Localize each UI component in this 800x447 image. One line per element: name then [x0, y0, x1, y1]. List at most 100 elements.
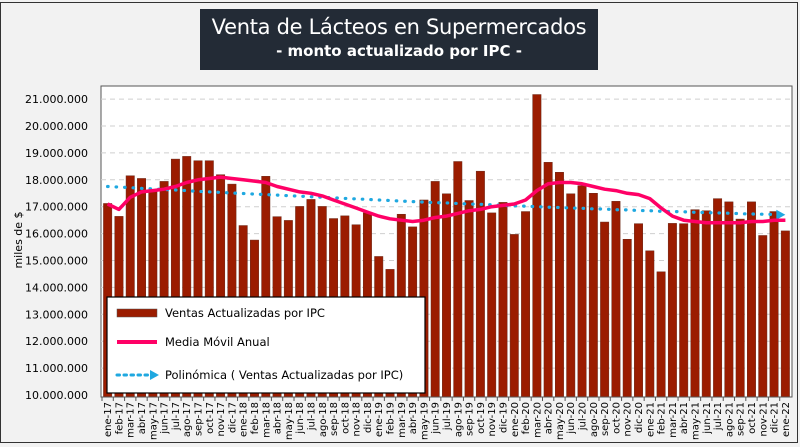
title-box: Venta de Lácteos en Supermercados - mont…: [200, 9, 598, 70]
x-tick-label: jul-19: [442, 402, 453, 431]
x-tick-label: jun-20: [566, 402, 577, 435]
y-axis-label: miles de $: [12, 211, 25, 268]
bar-dic-19: [498, 202, 508, 398]
bar-jul-19: [442, 193, 451, 398]
legend-label-moving-average: Media Móvil Anual: [165, 335, 270, 349]
x-tick-label: may-19: [419, 402, 430, 440]
x-tick-label: sep-19: [465, 402, 476, 436]
x-tick-label: dic-21: [770, 402, 781, 433]
x-tick-label: oct-21: [747, 402, 758, 434]
bar-may-20: [555, 172, 564, 398]
x-tick-label: jun-17: [160, 402, 171, 435]
legend-box: [106, 296, 426, 394]
x-tick-label: oct-18: [340, 402, 351, 434]
x-tick-label: may-21: [690, 402, 701, 440]
y-tick-label: 14.000.000: [25, 281, 88, 294]
bar-jul-20: [577, 185, 587, 398]
y-tick-label: 11.000.000: [25, 362, 88, 375]
bar-abr-21: [679, 223, 689, 398]
bar-oct-21: [747, 201, 756, 398]
x-tick-label: jul-17: [171, 402, 182, 431]
x-tick-label: feb-18: [250, 402, 261, 434]
x-tick-label: dic-20: [634, 402, 645, 433]
bar-feb-20: [521, 211, 531, 398]
y-tick-label: 13.000.000: [25, 308, 88, 321]
y-tick-label: 21.000.000: [25, 93, 88, 106]
x-tick-labels: ene-17 feb-17 mar-17 abr-17 may-17 jun-17 jul-…: [101, 396, 792, 440]
x-tick-label: ago-21: [724, 402, 735, 437]
x-tick-label: may-17: [148, 402, 159, 440]
y-tick-label: 15.000.000: [25, 255, 88, 268]
chart-subtitle: - monto actualizado por IPC -: [276, 42, 522, 60]
x-tick-label: nov-18: [352, 402, 363, 436]
bar-abr-20: [543, 162, 553, 398]
x-tick-label: may-20: [555, 402, 566, 440]
x-tick-label: dic-17: [227, 402, 238, 433]
bar-mar-20: [532, 94, 542, 398]
x-tick-label: mar-19: [397, 402, 408, 438]
bar-sep-21: [735, 218, 745, 398]
x-tick-label: jul-18: [306, 402, 317, 431]
y-tick-labels: 10.000.000 11.000.000 12.000.000 13.000.000…: [25, 93, 88, 402]
y-tick-label: 10.000.000: [25, 389, 88, 402]
legend-label-trendline: Polinómica ( Ventas Actualizadas por IPC…: [165, 368, 403, 382]
y-tick-label: 17.000.000: [25, 201, 88, 214]
x-tick-label: abr-20: [544, 402, 555, 434]
x-tick-label: dic-18: [363, 402, 374, 433]
x-tick-label: ene-18: [239, 402, 250, 437]
chart-title: Venta de Lácteos en Supermercados: [211, 15, 587, 39]
y-tick-label: 18.000.000: [25, 174, 88, 187]
x-tick-label: abr-18: [273, 402, 284, 434]
x-tick-label: ene-22: [781, 402, 792, 437]
x-tick-label: nov-21: [758, 402, 769, 436]
x-tick-label: may-18: [284, 402, 295, 440]
x-tick-label: mar-20: [532, 402, 543, 438]
bar-nov-21: [758, 235, 768, 398]
legend: Ventas Actualizadas por IPC Media Móvil …: [106, 296, 426, 394]
moving-average-line: [106, 175, 786, 225]
bar-sep-20: [600, 221, 610, 398]
x-tick-label: jun-21: [702, 402, 713, 435]
x-tick-label: jun-18: [295, 402, 306, 435]
x-tick-label: sep-18: [329, 402, 340, 436]
x-tick-label: ene-20: [510, 402, 521, 437]
x-tick-label: feb-20: [521, 402, 532, 434]
x-tick-label: ene-19: [374, 402, 385, 437]
bar-ago-19: [453, 161, 463, 398]
x-tick-label: ene-17: [103, 402, 114, 437]
bar-nov-19: [487, 212, 497, 398]
x-tick-label: ene-21: [645, 402, 656, 437]
x-tick-label: sep-21: [736, 402, 747, 436]
bar-sep-19: [464, 200, 474, 398]
x-tick-label: ago-19: [453, 402, 464, 437]
bar-jun-19: [430, 181, 440, 398]
legend-swatch-bars: [116, 308, 158, 318]
y-tick-label: 19.000.000: [25, 147, 88, 160]
x-tick-label: feb-19: [386, 402, 397, 434]
x-tick-label: ago-20: [589, 402, 600, 437]
y-tick-label: 16.000.000: [25, 228, 88, 241]
x-tick-label: nov-20: [623, 402, 634, 436]
bar-nov-20: [622, 238, 632, 398]
bar-dic-21: [769, 211, 779, 398]
x-tick-label: oct-20: [611, 402, 622, 434]
bar-jul-21: [713, 198, 723, 398]
trendline-polynomial: [105, 184, 788, 217]
bar-ene-22: [780, 230, 790, 398]
x-tick-label: dic-19: [498, 402, 509, 433]
x-tick-label: nov-19: [487, 402, 498, 436]
x-tick-label: feb-21: [657, 402, 668, 434]
x-tick-label: oct-17: [205, 402, 216, 434]
bar-mar-21: [667, 223, 677, 398]
x-tick-label: mar-17: [126, 402, 137, 438]
x-tick-label: nov-17: [216, 402, 227, 436]
legend-label-bars: Ventas Actualizadas por IPC: [165, 306, 325, 320]
bar-jun-21: [701, 210, 711, 398]
bar-ago-21: [724, 201, 734, 398]
legend-arrow-icon: [150, 370, 159, 380]
x-tick-label: jun-19: [431, 402, 442, 435]
x-tick-label: abr-19: [408, 402, 419, 434]
x-tick-label: jul-21: [713, 402, 724, 431]
x-tick-label: ago-17: [182, 402, 193, 437]
